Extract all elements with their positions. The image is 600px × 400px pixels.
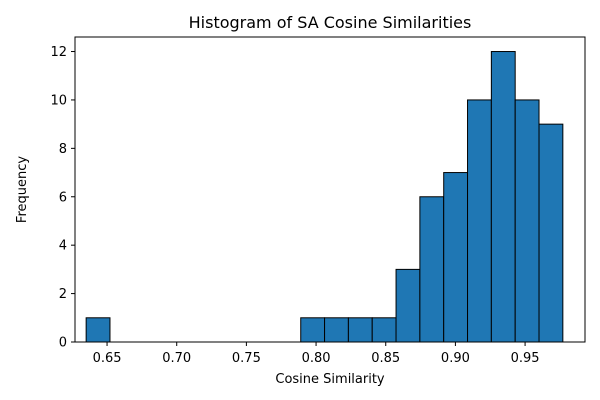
y-tick-label: 12 (50, 45, 67, 60)
x-axis-label: Cosine Similarity (275, 372, 385, 387)
y-tick-label: 10 (50, 93, 67, 108)
x-tick-label: 0.70 (162, 351, 191, 366)
histogram-bar-9 (490, 51, 516, 343)
histogram-bar-11 (538, 123, 564, 343)
y-axis-label: Frequency (15, 156, 30, 223)
histogram-bar-1 (300, 317, 326, 343)
histogram-bar-3 (347, 317, 373, 343)
histogram-bar-7 (443, 172, 469, 343)
x-tick-label: 0.90 (441, 351, 470, 366)
x-tick-label: 0.75 (232, 351, 261, 366)
histogram-bar-4 (371, 317, 397, 343)
histogram-bar-8 (467, 99, 492, 343)
x-tick-label: 0.95 (511, 351, 540, 366)
x-tick-label: 0.80 (302, 351, 331, 366)
y-axis: 0 2 4 6 8 10 12 (50, 45, 75, 351)
y-tick-label: 6 (59, 190, 67, 205)
y-tick-label: 2 (59, 287, 67, 302)
plot-frame (74, 36, 586, 343)
histogram-bar-10 (514, 99, 540, 343)
x-tick-label: 0.85 (371, 351, 400, 366)
y-tick-label: 0 (59, 336, 67, 351)
histogram-bar-6 (419, 196, 445, 343)
y-tick-label: 4 (59, 239, 67, 254)
y-tick-label: 8 (59, 142, 67, 157)
x-axis: 0.65 0.70 0.75 0.80 0.85 0.90 0.95 (93, 342, 540, 366)
histogram-bar-0 (85, 317, 111, 343)
chart-title: Histogram of SA Cosine Similarities (189, 13, 472, 32)
histogram-bar-2 (324, 317, 349, 343)
histogram-bar-5 (395, 268, 421, 343)
x-tick-label: 0.65 (93, 351, 122, 366)
bars-group (85, 51, 564, 343)
